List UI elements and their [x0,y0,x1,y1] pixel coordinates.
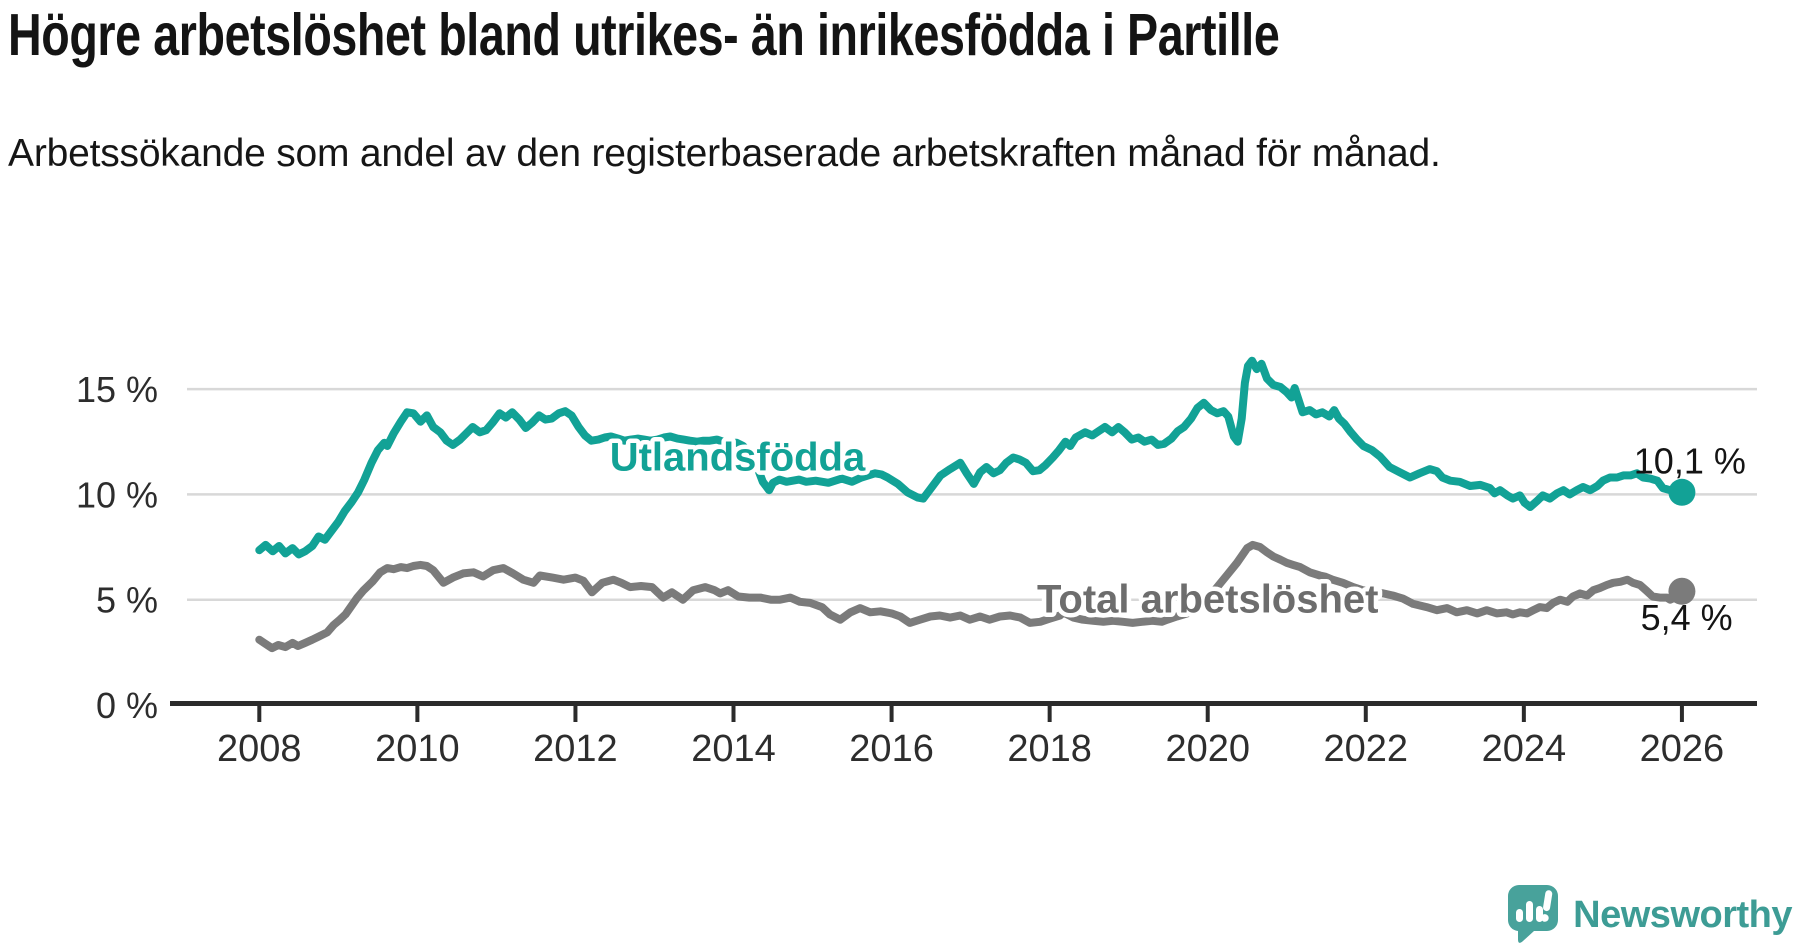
chart-subtitle: Arbetssökande som andel av den registerb… [8,131,1441,175]
newsworthy-logo: Newsworthy [1507,884,1792,946]
series-value-label-utlandsfodda: 10,1 % [1634,441,1746,482]
newsworthy-speech-bubble-chart-icon [1508,885,1559,943]
chart-title: Högre arbetslöshet bland utrikes- än inr… [8,2,1280,68]
series-endpoint-dot-utlandsfodda [1668,478,1696,506]
x-tick-label-2014: 2014 [691,728,776,770]
series-value-label-total-arbetsloshet: 5,4 % [1641,597,1733,638]
x-tick-label-2026: 2026 [1640,728,1725,770]
y-tick-label-15: 15 % [76,369,158,410]
series-line-utlandsfodda [255,356,1686,559]
series-line-total-arbetsloshet [255,540,1686,653]
series-name-label-total-arbetsloshet: Total arbetslöshet [1037,578,1379,622]
x-tick-label-2010: 2010 [375,728,460,770]
series-endpoint-dot-total-arbetsloshet [1668,577,1696,605]
x-tick-label-2018: 2018 [1007,728,1092,770]
x-tick-label-2020: 2020 [1165,728,1250,770]
x-tick-label-2008: 2008 [217,728,302,770]
x-tick-label-2016: 2016 [849,728,934,770]
series-name-label-utlandsfodda: Utlandsfödda [610,435,866,479]
y-tick-label-5: 5 % [96,580,158,621]
y-tick-label-10: 10 % [76,474,158,515]
y-tick-label-0: 0 % [96,685,158,726]
x-tick-label-2022: 2022 [1324,728,1409,770]
newsworthy-wordmark: Newsworthy [1573,893,1792,936]
chart-header: Högre arbetslöshet bland utrikes- än inr… [8,2,1800,180]
x-tick-label-2024: 2024 [1482,728,1567,770]
x-tick-label-2012: 2012 [533,728,618,770]
